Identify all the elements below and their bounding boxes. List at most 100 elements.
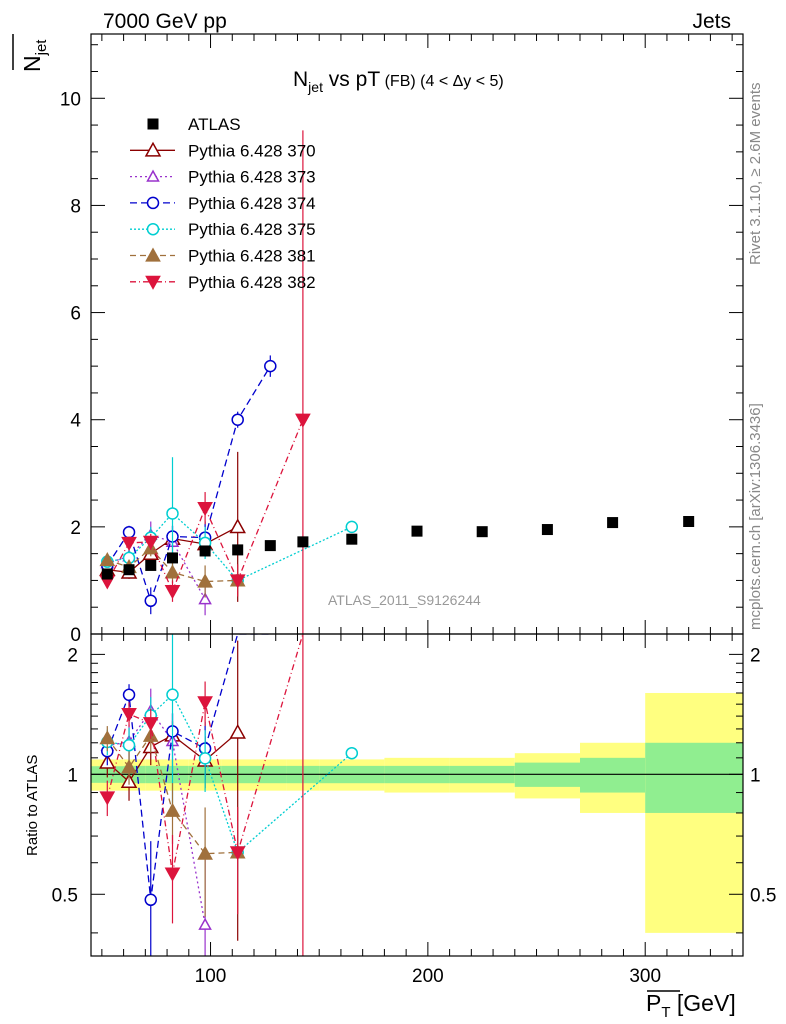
legend-marker [146,196,160,210]
data-point [346,533,358,545]
energy-label: 7000 GeV pp [103,10,227,33]
data-point [541,524,553,536]
data-point [297,536,309,548]
ratio-tick-label: 2 [750,645,761,666]
ratio-series-3 [101,634,271,956]
ratio-band-inner [645,742,743,813]
legend-label: Pythia 6.428 370 [188,141,316,160]
data-point [476,526,488,538]
data-point [231,413,244,426]
ratio-point [164,867,181,882]
data-point [229,518,246,534]
analysis-label: ATLAS_2011_S9126244 [328,592,481,608]
legend-marker [145,275,161,290]
series-line [107,547,238,583]
ratio-tick-label: 1 [750,765,761,786]
ratio-point [166,688,179,701]
x-axis-label: PT [GeV] [646,990,736,1021]
ratio-point [122,688,136,702]
ratio-series-line [106,734,238,855]
svg-text:PT [GeV]: PT [GeV] [646,990,736,1021]
data-point [142,535,159,550]
data-point [101,568,113,580]
svg-text:Njet: Njet [19,39,50,72]
data-point [198,592,212,605]
ratio-point [122,738,136,752]
legend-item: Pythia 6.428 382 [130,273,316,292]
ratio-point [197,845,213,860]
legend-label: Pythia 6.428 374 [188,194,316,213]
ratio-point [144,893,158,907]
y-tick-label: 10 [60,89,81,110]
ratio-tick-label: 0.5 [750,885,776,906]
data-point [145,559,157,571]
data-point [166,507,179,520]
data-point [144,594,158,608]
data-point [264,540,276,552]
data-point [167,552,178,564]
legend-item: Pythia 6.428 370 [130,141,316,160]
y-tick-label: 2 [70,518,81,539]
y-tick-label: 8 [70,196,81,217]
ratio-plot-area [91,634,743,956]
y-tick-label: 6 [70,304,81,325]
legend-item: Pythia 6.428 373 [130,168,316,187]
process-label: Jets [692,10,731,33]
ratio-point [99,730,116,745]
legend: ATLAS Pythia 6.428 370 Pythia 6.428 373 Pyt… [130,115,316,292]
y-tick-label: 0 [70,625,81,646]
ratio-point [229,723,246,739]
data-point [199,545,211,557]
legend-marker [147,118,159,130]
legend-label: Pythia 6.428 381 [188,247,316,266]
data-point [683,516,695,527]
data-point [229,574,246,589]
legend-label: ATLAS [188,115,241,134]
ratio-point [198,752,212,765]
data-point [411,525,423,537]
data-point [345,520,359,534]
y-axis-label: Njet [19,39,50,72]
series-4 [101,457,359,592]
legend-label: Pythia 6.428 373 [188,168,316,187]
legend-marker [146,169,160,182]
ratio-point [142,717,159,732]
legend-marker [145,247,161,262]
data-point [123,564,135,576]
ratio-axis-label: Ratio to ATLAS [24,755,41,856]
legend-item: ATLAS [147,115,241,134]
legend-marker [146,222,160,236]
x-tick-label: 200 [412,966,444,987]
ratio-series-6 [99,634,304,956]
series-6 [99,130,311,634]
ratio-point [121,707,137,723]
ratio-point [164,802,181,817]
legend-item: Pythia 6.428 374 [130,194,316,213]
data-point [264,359,277,373]
data-point [197,573,213,588]
ratio-point [121,759,137,774]
ratio-point [198,917,212,930]
legend-marker [144,141,162,157]
ratio-point [345,746,359,760]
ratio-frame [90,633,744,957]
legend-item: Pythia 6.428 375 [130,220,316,239]
plot-title: Njet vs pT (FB) (4 < Δy < 5) [293,68,504,95]
legend-item: Pythia 6.428 381 [130,247,316,266]
mcplots-label: mcplots.cern.ch [arXiv:1306.3436] [747,403,764,630]
ratio-series-2 [100,688,212,956]
data-point [121,536,137,551]
main-plot-area [99,130,695,634]
y-tick-label: 4 [70,411,81,432]
rivet-label: Rivet 3.1.10, ≥ 2.6M events [747,83,764,266]
ratio-point [99,791,116,806]
data-series [101,516,695,580]
x-tick-label: 100 [195,966,227,987]
data-point [197,502,213,517]
data-point [232,544,244,556]
ratio-point [229,846,246,861]
ratio-point [197,696,213,711]
data-point [164,585,181,600]
